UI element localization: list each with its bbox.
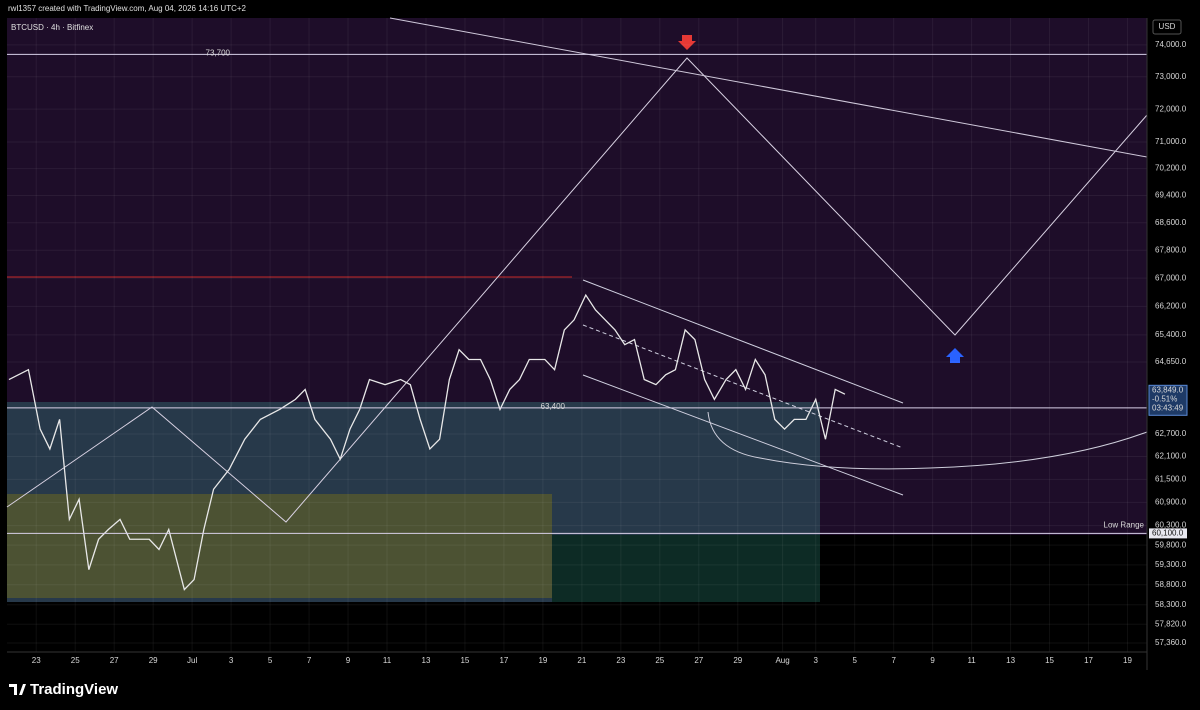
y-tick-label: 62,100.0	[1155, 452, 1187, 461]
y-tick-label: 57,820.0	[1155, 619, 1187, 628]
y-tick-label: 60,300.0	[1155, 521, 1187, 530]
y-tick-label: 59,800.0	[1155, 540, 1187, 549]
y-tick-label: 65,400.0	[1155, 330, 1187, 339]
price-axis	[1147, 18, 1200, 670]
x-tick-label: 9	[930, 656, 935, 665]
x-tick-label: 15	[460, 656, 469, 665]
x-tick-label: 19	[1123, 656, 1132, 665]
x-tick-label: Jul	[187, 656, 197, 665]
y-tick-label: 70,200.0	[1155, 164, 1187, 173]
x-tick-label: 5	[268, 656, 273, 665]
x-tick-label: 7	[891, 656, 896, 665]
x-tick-label: 13	[422, 656, 431, 665]
y-tick-label: 67,800.0	[1155, 245, 1187, 254]
x-tick-label: 21	[577, 656, 586, 665]
x-tick-label: 25	[655, 656, 664, 665]
x-tick-label: 23	[32, 656, 41, 665]
brand: TradingView	[30, 681, 118, 698]
yellow-box	[7, 494, 552, 598]
x-tick-label: 17	[1084, 656, 1093, 665]
x-tick-label: 25	[71, 656, 80, 665]
x-tick-label: 11	[383, 656, 392, 665]
x-tick-label: 3	[229, 656, 234, 665]
symbol: BTCUSD · 4h · Bitfinex	[11, 23, 93, 32]
green-box	[552, 535, 820, 602]
x-tick-label: 27	[110, 656, 119, 665]
last-price: 63,849.0	[1152, 385, 1184, 394]
currency: USD	[1159, 22, 1176, 31]
x-tick-label: 29	[733, 656, 742, 665]
x-tick-label: 11	[967, 656, 976, 665]
y-tick-label: 68,600.0	[1155, 218, 1187, 227]
below-range	[820, 535, 1147, 652]
y-tick-label: 57,360.0	[1155, 638, 1187, 647]
y-tick-label: 72,000.0	[1155, 104, 1187, 113]
trendline	[389, 17, 1148, 158]
countdown: 03:43:49	[1152, 403, 1184, 412]
y-tick-label: 66,200.0	[1155, 301, 1187, 310]
last-price-tag	[1148, 384, 1188, 416]
credit: rwl1357 created with TradingView.com, Au…	[8, 4, 247, 13]
y-tick-label: 58,300.0	[1155, 600, 1187, 609]
last-change: -0.51%	[1152, 394, 1177, 403]
projection	[6, 57, 1148, 523]
y-tick-label: 71,000.0	[1155, 137, 1187, 146]
y-tick-label: 62,700.0	[1155, 429, 1187, 438]
channel-bottom	[582, 374, 904, 496]
y-tick-label: 67,000.0	[1155, 273, 1187, 282]
below-box	[7, 600, 820, 652]
x-tick-label: 29	[149, 656, 158, 665]
level-label: 63,400	[541, 402, 566, 411]
time-axis	[0, 652, 1147, 670]
arrow-up	[946, 348, 964, 363]
level-tag	[1149, 528, 1187, 539]
x-tick-label: 19	[538, 656, 547, 665]
y-tick-label: 69,400.0	[1155, 191, 1187, 200]
x-tick-label: 15	[1045, 656, 1054, 665]
channel-top	[582, 279, 904, 404]
y-tick-label: 64,650.0	[1155, 357, 1187, 366]
y-tick-label: 73,000.0	[1155, 72, 1187, 81]
curve	[707, 411, 1148, 470]
level-name: Low Range	[1104, 521, 1145, 530]
currency-box	[1152, 19, 1182, 35]
level-tag-label: 60,100.0	[1152, 529, 1184, 538]
y-tick-label: 60,900.0	[1155, 497, 1187, 506]
x-tick-label: 17	[499, 656, 508, 665]
x-tick-label: Aug	[775, 656, 789, 665]
arrow-down	[678, 35, 696, 50]
logo	[9, 684, 26, 695]
x-tick-label: 27	[694, 656, 703, 665]
price-line	[8, 293, 846, 591]
y-tick-label: 74,000.0	[1155, 40, 1187, 49]
x-tick-label: 9	[346, 656, 351, 665]
y-tick-label: 61,500.0	[1155, 474, 1187, 483]
x-tick-label: 13	[1006, 656, 1015, 665]
y-tick-label: 59,300.0	[1155, 560, 1187, 569]
x-tick-label: 23	[616, 656, 625, 665]
y-tick-label: 58,800.0	[1155, 580, 1187, 589]
x-tick-label: 7	[307, 656, 312, 665]
level-label: 73,700	[206, 48, 231, 57]
x-tick-label: 3	[813, 656, 818, 665]
x-tick-label: 5	[852, 656, 857, 665]
